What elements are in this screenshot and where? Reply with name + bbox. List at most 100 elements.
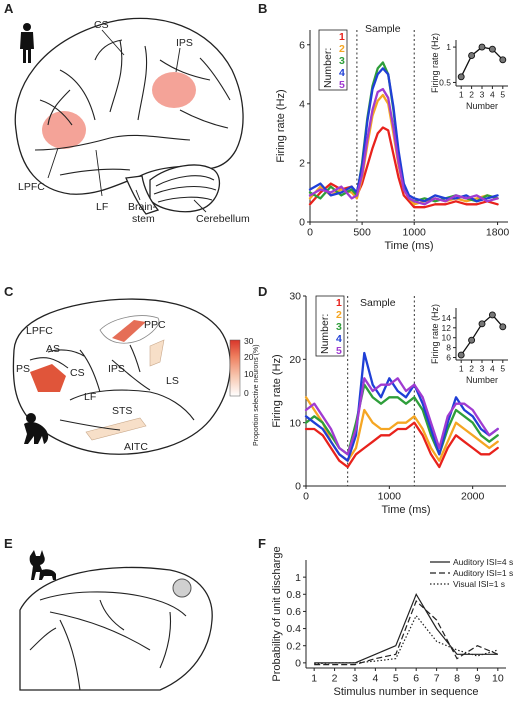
panel-letter-d: D bbox=[258, 284, 267, 299]
label-c-ls: LS bbox=[166, 375, 179, 387]
panel-f: F 1 2 3 4 5 6 7 8 9 10 0 0.2 0.4 0.6 0.8 1 Stimulus numb… bbox=[258, 536, 513, 698]
inset-point-bi-5 bbox=[499, 56, 507, 64]
y-tick-label-b-2: 4 bbox=[299, 99, 305, 111]
x-tick-label-f-5: 6 bbox=[413, 673, 419, 685]
x-tick-label-di-1: 2 bbox=[469, 364, 474, 374]
ppc-region bbox=[112, 320, 146, 342]
y-tick-label-f-2: 0.4 bbox=[286, 623, 301, 635]
ips-outline bbox=[99, 315, 160, 344]
human-sulci bbox=[34, 39, 231, 176]
inset-point-di-3 bbox=[478, 320, 486, 328]
legend-b-2: 2 bbox=[339, 43, 345, 55]
y-tick-label-bi-0: 0.5 bbox=[439, 77, 451, 87]
monkey-icon bbox=[24, 413, 49, 444]
sample-label-d: Sample bbox=[360, 297, 396, 309]
x-axis-label-d: Time (ms) bbox=[381, 504, 430, 516]
number-legend-b: Number: 1 2 3 4 5 bbox=[318, 29, 348, 91]
ls-region bbox=[149, 339, 165, 367]
legend-d-3: 3 bbox=[336, 321, 342, 333]
legend-d-1: 1 bbox=[336, 297, 342, 309]
x-tick-label-di-3: 4 bbox=[490, 364, 495, 374]
y-tick-label-d-0: 0 bbox=[295, 481, 301, 493]
colorbar-tick-0: 0 bbox=[244, 388, 249, 398]
cat-icon bbox=[29, 550, 56, 580]
colorbar-tick-30: 30 bbox=[244, 336, 254, 346]
y-tick-label-f-3: 0.6 bbox=[286, 606, 301, 618]
x-tick-label-di-2: 3 bbox=[480, 364, 485, 374]
y-axis-label-d: Firing rate (Hz) bbox=[271, 354, 283, 427]
y-tick-label-di-4: 14 bbox=[442, 313, 452, 323]
x-tick-label-f-0: 1 bbox=[311, 673, 317, 685]
x-tick-label-f-6: 7 bbox=[434, 673, 440, 685]
y-tick-label-d-3: 30 bbox=[289, 291, 301, 303]
series-line-f-1 bbox=[314, 600, 499, 666]
chart-f-main: 1 2 3 4 5 6 7 8 9 10 0 0.2 0.4 0.6 0.8 1 Stimulus number… bbox=[271, 546, 506, 698]
y-tick-label-d-2: 20 bbox=[289, 354, 301, 366]
inset-point-di-5 bbox=[499, 323, 507, 331]
colorbar-tick-20: 20 bbox=[244, 352, 254, 362]
panel-c: C LPFC PPC AS PS CS IPS LS LF STS AITC bbox=[4, 284, 260, 455]
legend-d-2: 2 bbox=[336, 309, 342, 321]
inset-point-bi-2 bbox=[468, 52, 476, 60]
inset-point-bi-4 bbox=[488, 45, 496, 53]
x-axis-label-f: Stimulus number in sequence bbox=[334, 686, 479, 698]
inset-bg-bi bbox=[442, 30, 516, 110]
y-tick-label-d-1: 10 bbox=[289, 417, 301, 429]
legend-d-5: 5 bbox=[336, 345, 342, 357]
series-line-d-4 bbox=[304, 351, 499, 462]
inset-point-bi-1 bbox=[457, 73, 465, 81]
y-tick-label-di-1: 8 bbox=[446, 343, 451, 353]
label-c-lpfc: LPFC bbox=[26, 325, 53, 337]
series-line-b-4 bbox=[308, 67, 499, 203]
x-tick-label-f-3: 4 bbox=[372, 673, 378, 685]
y-tick-label-f-0: 0 bbox=[295, 658, 301, 670]
panel-letter-c: C bbox=[4, 284, 14, 299]
cat-sulci bbox=[29, 591, 187, 691]
label-lpfc: LPFC bbox=[18, 181, 45, 193]
panel-d: D 0 1000 2000 0 10 20 30 Time (ms) Firing rate (… bbox=[258, 284, 516, 516]
y-axis-label-bi: Firing rate (Hz) bbox=[430, 33, 440, 93]
x-tick-label-f-8: 9 bbox=[475, 673, 481, 685]
colorbar-label: Proportion selective neurons (%) bbox=[253, 344, 260, 446]
chart-d-main: 0 1000 2000 0 10 20 30 Time (ms) Firing rate (Hz… bbox=[271, 291, 506, 516]
y-tick-label-b-1: 2 bbox=[299, 158, 305, 170]
x-tick-label-f-2: 3 bbox=[352, 673, 358, 685]
series-line-b-5 bbox=[308, 87, 499, 206]
chart-b-main: 0 500 1000 1800 0 2 4 6 Time (ms) Firing rate (Hz… bbox=[275, 30, 509, 252]
y-tick-label-f-4: 0.8 bbox=[286, 589, 301, 601]
series-line-d-5 bbox=[304, 377, 499, 456]
panel-b: B 0 500 1000 1800 0 2 4 6 Time (ms) Firing rate (… bbox=[258, 1, 516, 252]
y-tick-label-b-0: 0 bbox=[299, 217, 305, 229]
x-tick-label-b-2: 1000 bbox=[403, 227, 427, 239]
x-tick-label-f-1: 2 bbox=[332, 673, 338, 685]
panel-a: A CS IPS LPFC LF Bra bbox=[4, 1, 250, 225]
colorbar-tick-10: 10 bbox=[244, 369, 254, 379]
label-brainstem-2: stem bbox=[132, 213, 155, 225]
label-c-sts: STS bbox=[112, 405, 132, 417]
y-tick-label-di-2: 10 bbox=[442, 333, 452, 343]
human-label-pointers bbox=[47, 29, 207, 213]
label-cs: CS bbox=[94, 19, 109, 31]
inset-point-di-2 bbox=[468, 336, 476, 344]
sts-region bbox=[85, 417, 147, 441]
human-silhouette-icon bbox=[20, 23, 34, 63]
y-tick-label-bi-1: 1 bbox=[446, 42, 451, 52]
f-legend-auditory-4s: Auditory ISI=4 s bbox=[453, 557, 513, 567]
series-line-d-1 bbox=[304, 421, 499, 469]
x-tick-label-bi-1: 2 bbox=[469, 90, 474, 100]
label-brainstem-1: Brain- bbox=[128, 201, 157, 213]
ips-hotspot bbox=[152, 72, 196, 108]
panel-letter-f: F bbox=[258, 536, 266, 551]
x-tick-label-f-4: 5 bbox=[393, 673, 399, 685]
legend-b-4: 4 bbox=[339, 67, 345, 79]
panel-letter-e: E bbox=[4, 536, 13, 551]
y-tick-label-f-1: 0.2 bbox=[286, 640, 301, 652]
f-legend-visual-1s: Visual ISI=1 s bbox=[453, 579, 505, 589]
y-axis-label-b: Firing rate (Hz) bbox=[275, 89, 287, 162]
x-tick-label-bi-3: 4 bbox=[490, 90, 495, 100]
label-c-ips: IPS bbox=[108, 363, 125, 375]
x-axis-label-di: Number bbox=[466, 375, 498, 385]
x-tick-label-f-9: 10 bbox=[492, 673, 504, 685]
x-tick-label-b-1: 500 bbox=[353, 227, 371, 239]
